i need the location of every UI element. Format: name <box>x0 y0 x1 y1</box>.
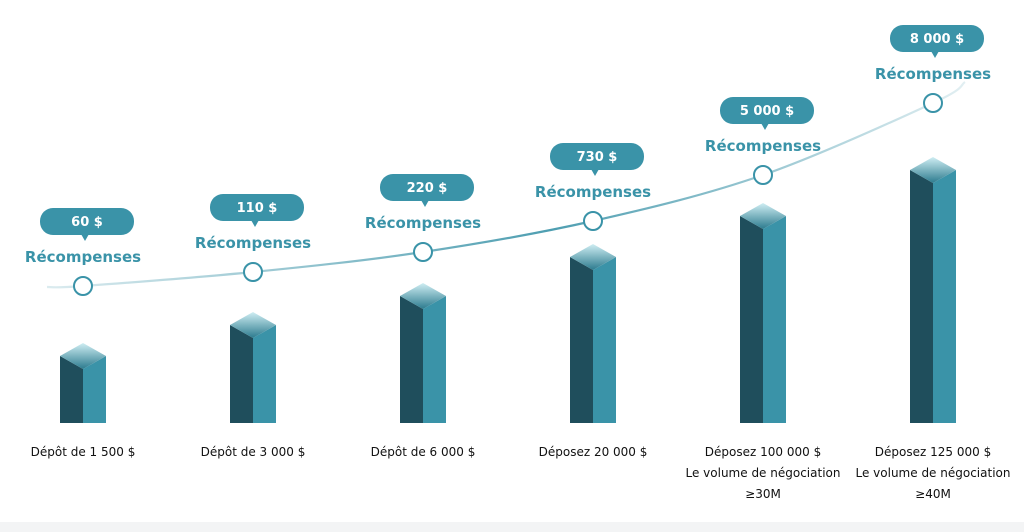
category-label: Déposez 100 000 $ <box>705 445 821 459</box>
reward-badge-bg <box>890 25 984 52</box>
bar-side-face <box>60 356 83 423</box>
reward-badge-bg <box>550 143 644 170</box>
bar <box>740 203 786 423</box>
reward-badge-bg <box>720 97 814 124</box>
reward-marker <box>583 211 603 231</box>
category-label: Dépôt de 6 000 $ <box>371 445 476 459</box>
bar-top-face <box>570 244 616 270</box>
reward-badge: 60 $ <box>40 208 134 241</box>
reward-marker <box>923 93 943 113</box>
reward-label: Récompenses <box>875 65 991 83</box>
reward-label: Récompenses <box>535 183 651 201</box>
reward-marker <box>753 165 773 185</box>
bar-front-face <box>423 296 446 423</box>
bar <box>60 343 106 423</box>
bar-front-face <box>933 170 956 423</box>
reward-badge-bg <box>210 194 304 221</box>
footer-band <box>0 522 1024 532</box>
reward-marker <box>413 242 433 262</box>
category-label: Dépôt de 3 000 $ <box>201 445 306 459</box>
bar-side-face <box>400 296 423 423</box>
reward-marker <box>73 276 93 296</box>
category-labels-layer: Dépôt de 1 500 $ Dépôt de 3 000 $ Dépôt de… <box>31 445 1011 501</box>
reward-label: Récompenses <box>705 137 821 155</box>
reward-badge-pointer <box>931 51 939 58</box>
bar-top-face <box>60 343 106 369</box>
bar-top-face <box>740 203 786 229</box>
reward-badge: 5 000 $ <box>720 97 814 130</box>
reward-label: Récompenses <box>365 214 481 232</box>
reward-amount: 5 000 $ <box>740 104 794 119</box>
reward-amount: 8 000 $ <box>910 32 964 47</box>
reward-badge: 220 $ <box>380 174 474 207</box>
bar-front-face <box>763 216 786 423</box>
reward-badge-bg <box>40 208 134 235</box>
bar-top-face <box>230 312 276 338</box>
category-label: Le volume de négociation <box>856 466 1011 480</box>
bar-side-face <box>910 170 933 423</box>
reward-badge-pointer <box>421 200 429 207</box>
bars-layer <box>60 157 956 423</box>
category-label: ≥40M <box>915 487 951 501</box>
reward-label: Récompenses <box>25 248 141 266</box>
reward-amount: 60 $ <box>71 215 103 230</box>
reward-badge-pointer <box>591 169 599 176</box>
reward-amount: 220 $ <box>407 181 448 196</box>
reward-badge: 730 $ <box>550 143 644 176</box>
bar-front-face <box>83 356 106 423</box>
category-label: Dépôt de 1 500 $ <box>31 445 136 459</box>
category-label: Déposez 125 000 $ <box>875 445 991 459</box>
bar-side-face <box>740 216 763 423</box>
markers-layer: Récompenses 60 $ Récompenses 110 $ Récompens… <box>25 25 991 296</box>
bar <box>230 312 276 423</box>
reward-amount: 730 $ <box>577 150 618 165</box>
bar-top-face <box>400 283 446 309</box>
reward-badge: 8 000 $ <box>890 25 984 58</box>
reward-badge: 110 $ <box>210 194 304 227</box>
bar-side-face <box>570 257 593 423</box>
bar-top-face <box>910 157 956 183</box>
reward-growth-curve <box>46 81 966 289</box>
bar-front-face <box>593 257 616 423</box>
bar-front-face <box>253 325 276 423</box>
category-label: Déposez 20 000 $ <box>539 445 648 459</box>
reward-badge-bg <box>380 174 474 201</box>
bar <box>570 244 616 423</box>
bar <box>910 157 956 423</box>
reward-badge-pointer <box>761 123 769 130</box>
reward-label: Récompenses <box>195 234 311 252</box>
reward-amount: 110 $ <box>237 201 278 216</box>
category-label: ≥30M <box>745 487 781 501</box>
reward-badge-pointer <box>81 234 89 241</box>
reward-marker <box>243 262 263 282</box>
bar-side-face <box>230 325 253 423</box>
category-label: Le volume de négociation <box>686 466 841 480</box>
bar <box>400 283 446 423</box>
reward-badge-pointer <box>251 220 259 227</box>
